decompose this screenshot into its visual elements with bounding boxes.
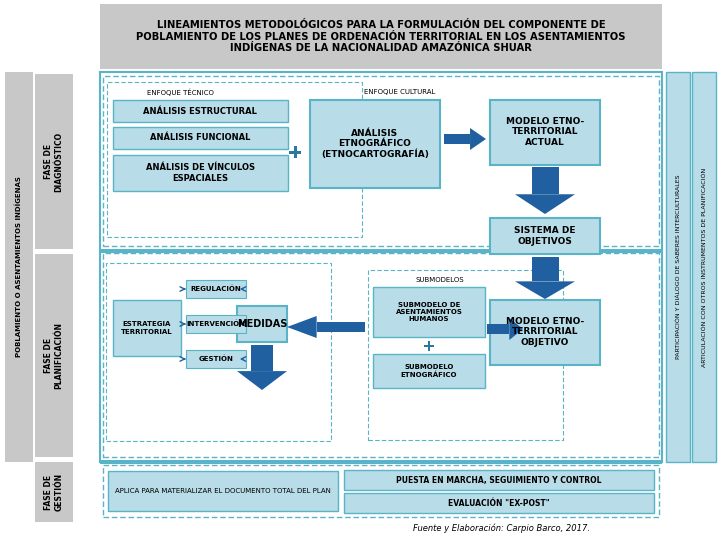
Text: PUESTA EN MARCHA, SEGUIMIENTO Y CONTROL: PUESTA EN MARCHA, SEGUIMIENTO Y CONTROL <box>396 476 602 484</box>
Bar <box>108 471 338 511</box>
Bar <box>368 270 563 440</box>
Text: SISTEMA DE
OBJETIVOS: SISTEMA DE OBJETIVOS <box>514 226 576 246</box>
Bar <box>113 127 288 149</box>
Text: ANÁLISIS DE VÍNCULOS
ESPACIALES: ANÁLISIS DE VÍNCULOS ESPACIALES <box>145 163 254 183</box>
Bar <box>344 493 654 513</box>
Bar <box>692 72 716 462</box>
Bar <box>428 341 431 351</box>
Bar <box>5 72 33 462</box>
Text: ENFOQUE TÉCNICO: ENFOQUE TÉCNICO <box>147 88 213 96</box>
Bar <box>100 72 662 462</box>
Bar <box>294 146 297 158</box>
Bar <box>251 345 274 371</box>
Polygon shape <box>509 318 523 340</box>
Bar <box>186 350 246 368</box>
Text: LINEAMIENTOS METODOLÓGICOS PARA LA FORMULACIÓN DEL COMPONENTE DE
POBLAMIENTO DE : LINEAMIENTOS METODOLÓGICOS PARA LA FORMU… <box>136 20 626 53</box>
Text: FASE DE
DIAGNÓSTICO: FASE DE DIAGNÓSTICO <box>45 131 63 192</box>
Bar <box>113 100 288 122</box>
Bar <box>35 74 73 249</box>
Bar <box>373 287 485 337</box>
Bar <box>531 257 559 281</box>
Text: INTERVENCIÓN: INTERVENCIÓN <box>186 321 246 327</box>
Text: ENFOQUE CULTURAL: ENFOQUE CULTURAL <box>364 89 436 95</box>
Polygon shape <box>237 371 287 390</box>
Polygon shape <box>287 316 317 338</box>
Bar <box>100 4 662 69</box>
Bar <box>444 134 470 144</box>
Bar <box>35 254 73 457</box>
Bar <box>373 354 485 388</box>
Text: ARTICULACIÓN CON OTROS INSTRUMENTOS DE PLANIFICACIÓN: ARTICULACIÓN CON OTROS INSTRUMENTOS DE P… <box>701 167 706 367</box>
Text: MODELO ETNO-
TERRITORIAL
OBJETIVO: MODELO ETNO- TERRITORIAL OBJETIVO <box>506 317 584 347</box>
Text: MODELO ETNO-
TERRITORIAL
ACTUAL: MODELO ETNO- TERRITORIAL ACTUAL <box>506 117 584 147</box>
Bar <box>106 263 331 441</box>
Text: ANÁLISIS ESTRUCTURAL: ANÁLISIS ESTRUCTURAL <box>143 106 257 116</box>
Bar <box>113 300 181 356</box>
Text: APLICA PARA MATERIALIZAR EL DOCUMENTO TOTAL DEL PLAN: APLICA PARA MATERIALIZAR EL DOCUMENTO TO… <box>115 488 331 494</box>
Text: SUBMODELO DE
ASENTAMIENTOS
HUMANOS: SUBMODELO DE ASENTAMIENTOS HUMANOS <box>395 302 462 322</box>
Bar <box>186 280 246 298</box>
Polygon shape <box>515 194 575 214</box>
Bar <box>666 72 690 462</box>
Bar <box>317 322 365 332</box>
Text: FASE DE
PLANIFICACIÓN: FASE DE PLANIFICACIÓN <box>45 322 63 389</box>
Bar <box>113 155 288 191</box>
Bar <box>424 345 434 347</box>
Text: POBLAMIENTO O ASENTAMIENTOS INDÍGENAS: POBLAMIENTO O ASENTAMIENTOS INDÍGENAS <box>16 177 22 357</box>
Bar <box>490 100 600 165</box>
Bar <box>103 253 659 457</box>
Polygon shape <box>515 281 575 299</box>
Bar <box>289 151 301 153</box>
Bar <box>103 76 659 246</box>
Bar <box>103 465 659 517</box>
Text: Fuente y Elaboración: Carpio Barco, 2017.: Fuente y Elaboración: Carpio Barco, 2017… <box>413 523 590 533</box>
Text: MEDIDAS: MEDIDAS <box>237 319 287 329</box>
Text: EVALUACIÓN "EX-POST": EVALUACIÓN "EX-POST" <box>448 498 550 508</box>
Polygon shape <box>470 128 486 150</box>
Text: FASE DE
GESTIÓN: FASE DE GESTIÓN <box>45 473 63 511</box>
Text: ESTRATEGIA
TERRITORIAL: ESTRATEGIA TERRITORIAL <box>121 321 173 334</box>
Bar <box>490 218 600 254</box>
Bar <box>310 100 440 188</box>
Bar <box>531 167 559 194</box>
Text: ANÁLISIS
ETNOGRÁFICO
(ETNOCARTOGRAFÍA): ANÁLISIS ETNOGRÁFICO (ETNOCARTOGRAFÍA) <box>321 129 429 159</box>
Bar <box>100 460 662 464</box>
Text: GESTIÓN: GESTIÓN <box>199 356 233 362</box>
Text: SUBMODELOS: SUBMODELOS <box>415 277 464 283</box>
Text: SUBMODELO
ETNOGRÁFICO: SUBMODELO ETNOGRÁFICO <box>401 364 457 378</box>
Bar <box>237 306 287 342</box>
Bar <box>107 82 362 237</box>
Bar <box>186 315 246 333</box>
Bar <box>35 462 73 522</box>
Bar <box>487 324 509 334</box>
Bar <box>490 300 600 365</box>
Bar <box>100 249 662 253</box>
Text: ANÁLISIS FUNCIONAL: ANÁLISIS FUNCIONAL <box>150 133 250 143</box>
Text: PARTICIPACIÓN Y DIÁLOGO DE SABERES INTERCULTURALES: PARTICIPACIÓN Y DIÁLOGO DE SABERES INTER… <box>675 175 680 359</box>
Bar <box>344 470 654 490</box>
Text: REGULACIÓN: REGULACIÓN <box>191 286 241 292</box>
